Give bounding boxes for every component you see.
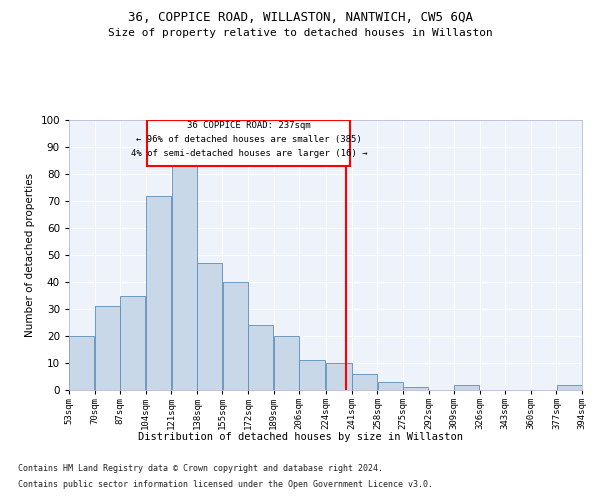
Text: Contains HM Land Registry data © Crown copyright and database right 2024.: Contains HM Land Registry data © Crown c… (18, 464, 383, 473)
Text: 36 COPPICE ROAD: 237sqm: 36 COPPICE ROAD: 237sqm (187, 120, 311, 130)
Bar (274, 336, 299, 390)
Bar (352, 374, 377, 390)
Bar (172, 166, 197, 390)
Bar (326, 363, 352, 390)
Text: 4% of semi-detached houses are larger (16) →: 4% of semi-detached houses are larger (1… (131, 149, 367, 158)
Text: ← 96% of detached houses are smaller (385): ← 96% of detached houses are smaller (38… (136, 135, 362, 144)
Text: Contains public sector information licensed under the Open Government Licence v3: Contains public sector information licen… (18, 480, 433, 489)
Bar (147, 120, 350, 166)
Bar (377, 382, 403, 390)
Bar (121, 296, 145, 390)
Bar (403, 388, 428, 390)
Bar (69, 336, 94, 390)
Bar (454, 384, 479, 390)
Text: Size of property relative to detached houses in Willaston: Size of property relative to detached ho… (107, 28, 493, 38)
Bar (146, 196, 171, 390)
Y-axis label: Number of detached properties: Number of detached properties (25, 173, 35, 337)
Text: 36, COPPICE ROAD, WILLASTON, NANTWICH, CW5 6QA: 36, COPPICE ROAD, WILLASTON, NANTWICH, C… (128, 11, 473, 24)
Text: Distribution of detached houses by size in Willaston: Distribution of detached houses by size … (137, 432, 463, 442)
Bar (557, 384, 582, 390)
Bar (223, 282, 248, 390)
Bar (248, 325, 274, 390)
Bar (197, 263, 222, 390)
Bar (95, 306, 120, 390)
Bar (299, 360, 325, 390)
